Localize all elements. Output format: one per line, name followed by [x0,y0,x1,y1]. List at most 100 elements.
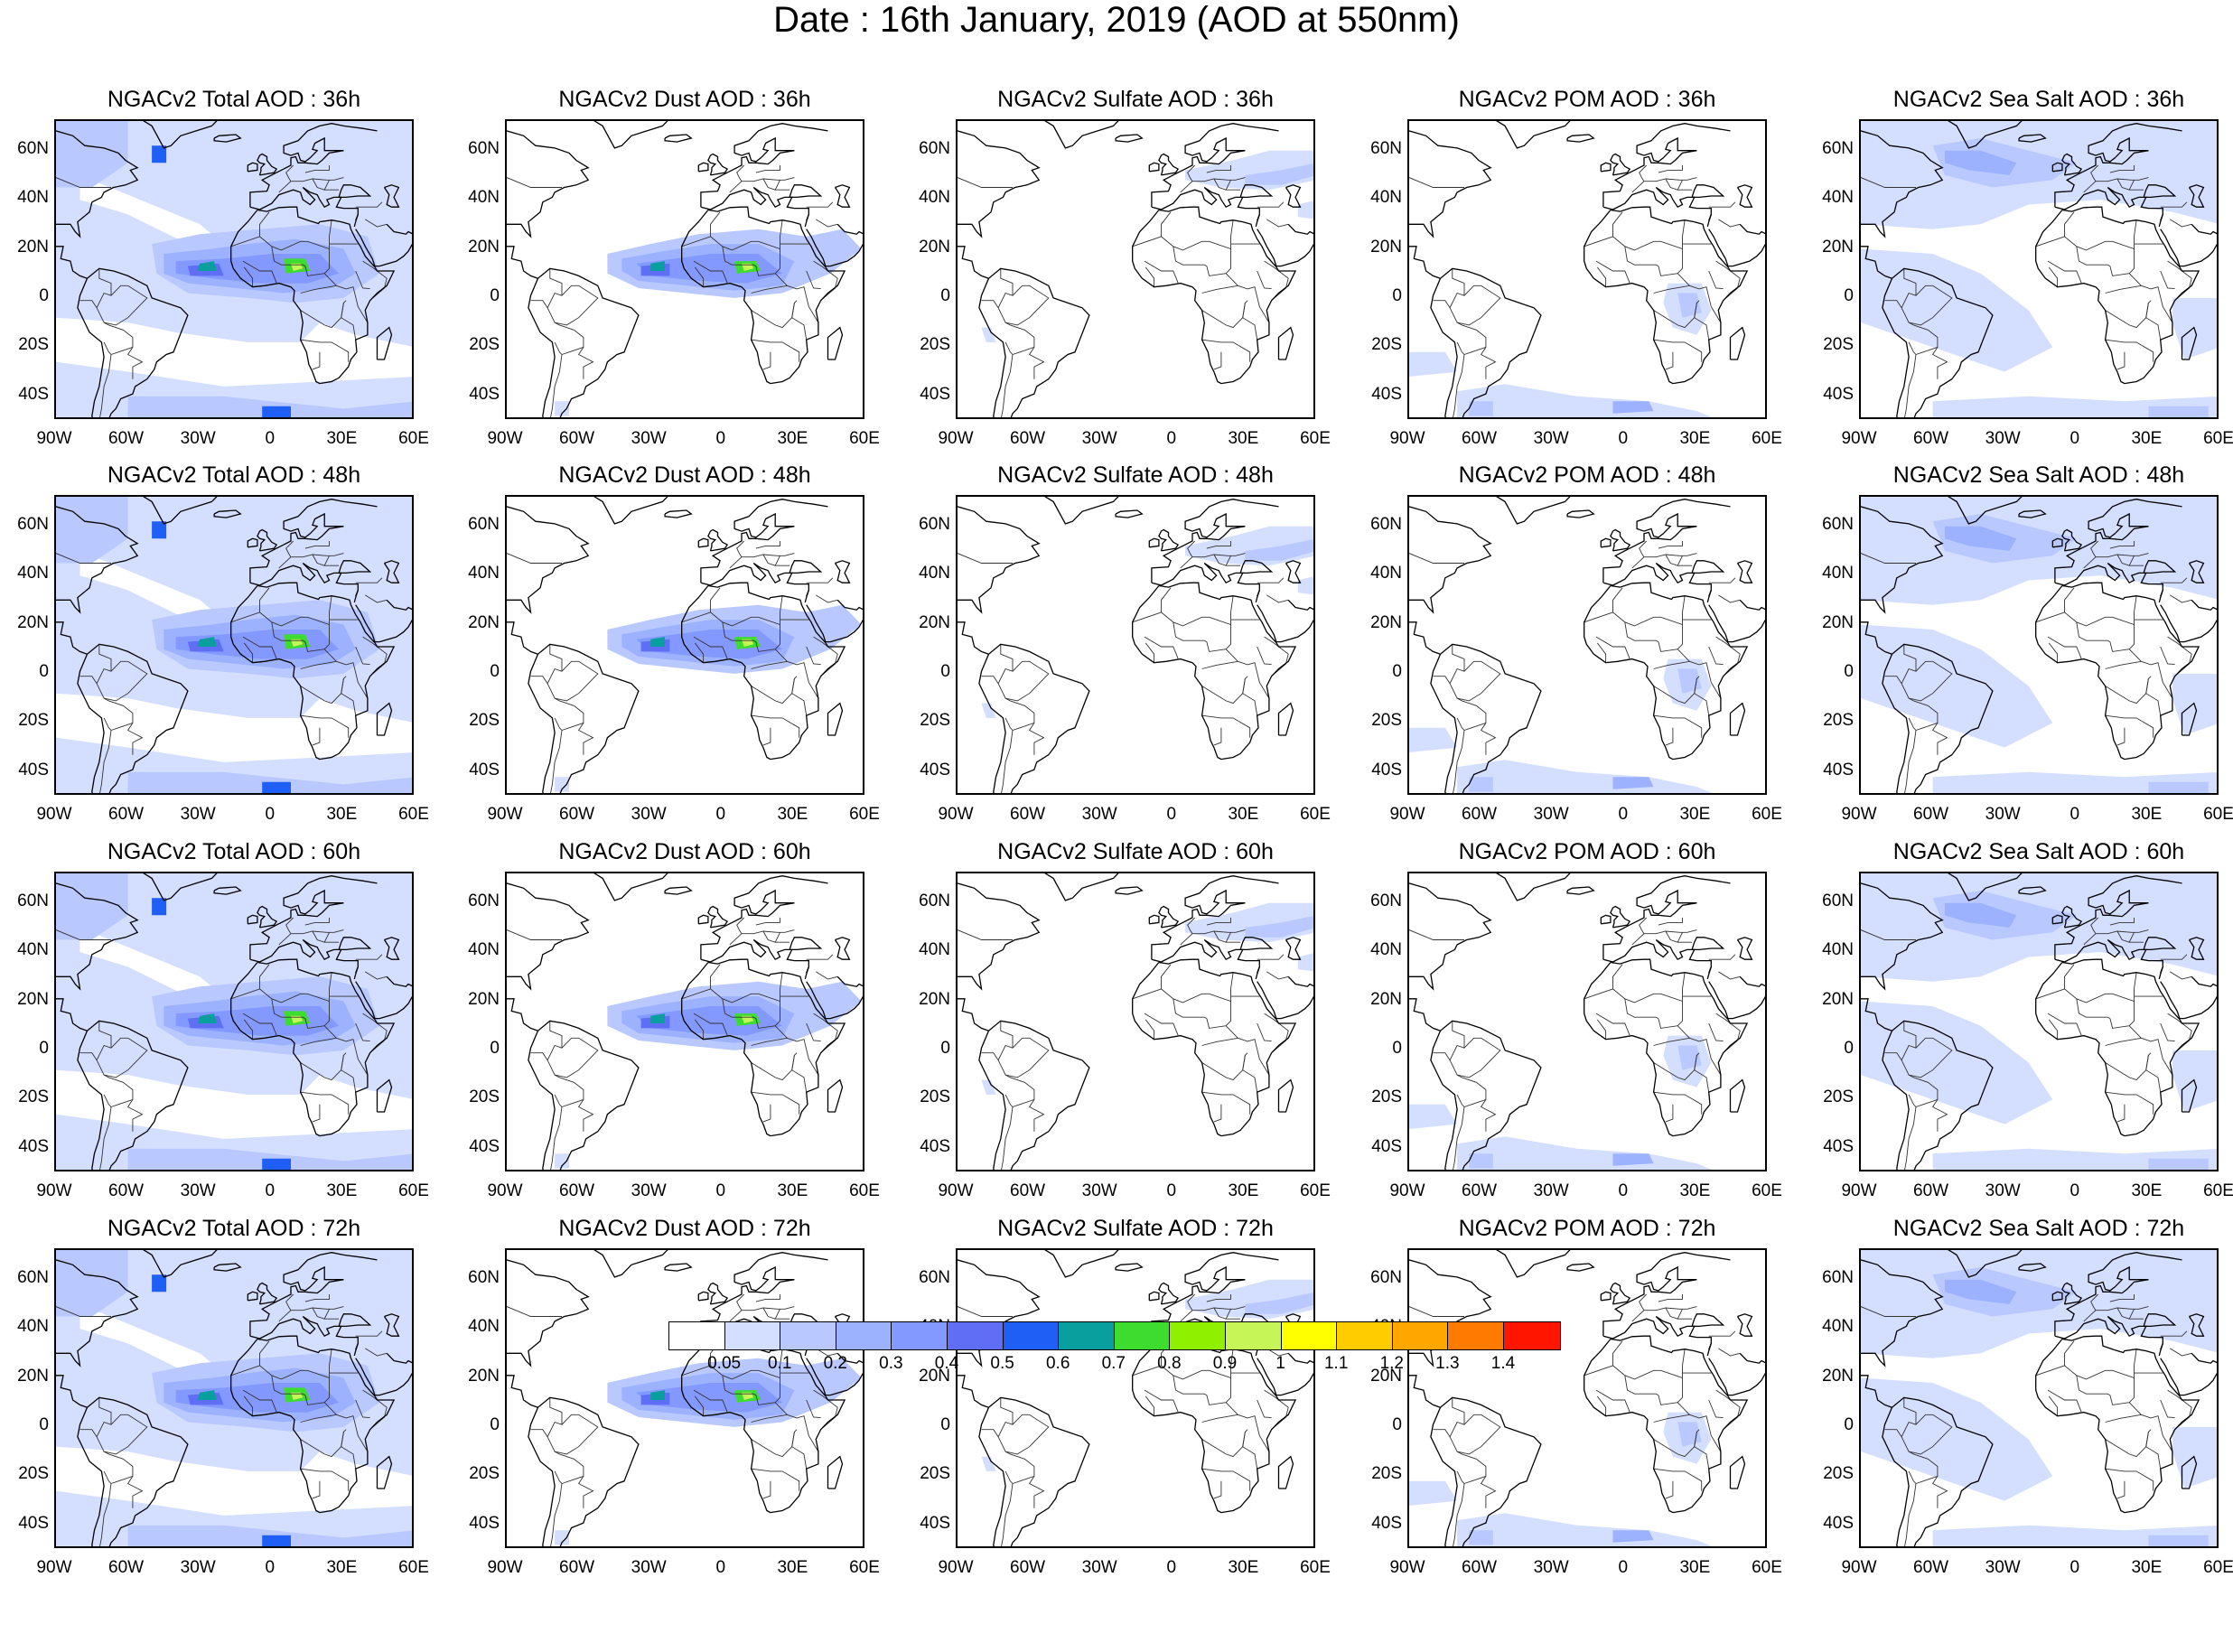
country-border [1266,594,1289,603]
country-border [791,678,808,716]
aod-region [1409,1104,1458,1129]
country-border [755,1395,819,1452]
coastline [1706,1343,1712,1357]
aod-region [1469,1153,1493,1169]
aod-region [981,703,996,718]
country-border [1708,1330,1736,1337]
lon-tick-label: 30E [1679,1558,1711,1577]
aod-region [555,777,569,792]
country-border [304,1294,330,1302]
country-border [1028,723,1045,755]
country-border [2109,541,2135,549]
country-border [554,322,584,355]
country-border [2105,1052,2152,1081]
country-border [312,1307,325,1320]
panel-title: NGACv2 Total AOD : 60h [107,839,361,864]
map-canvas [56,497,412,793]
lon-tick-label: 60W [1462,429,1498,448]
country-border [755,541,780,549]
coastline [988,1396,1090,1546]
panel-title: NGACv2 POM AOD : 72h [1458,1216,1716,1241]
country-border [554,697,584,731]
country-border [365,219,388,228]
coastline [1409,246,1441,279]
country-border [806,1022,821,1042]
country-border [103,697,134,731]
country-border [362,1013,388,1054]
aod-region [197,1013,217,1023]
country-border [96,1414,148,1455]
country-border [323,248,330,275]
coastline [1600,1291,1612,1302]
lat-tick-label: 20S [1823,335,1854,355]
coastline [1736,1313,1753,1337]
lat-tick-label: 20N [1370,1366,1402,1386]
coastline [1257,981,1313,1020]
country-border [323,555,340,566]
country-border [2116,351,2126,370]
lat-tick-label: 0 [1392,1414,1402,1434]
coastline [1602,875,1731,960]
lat-tick-label: 60N [1822,138,1854,158]
lon-tick-label: 0 [715,1558,726,1577]
country-border [1187,164,1196,182]
country-border [323,1001,330,1027]
map-panel-dust [505,495,864,795]
lat-tick-label: 20S [1371,1087,1402,1107]
lon-tick-label: 0 [2069,1181,2080,1200]
map-panel-sulfate [956,495,1315,795]
coastline [77,1406,105,1546]
country-border [2109,641,2173,699]
colorbar-swatch [1225,1322,1282,1349]
coastline [1736,937,1753,960]
country-border [2116,1104,2126,1123]
coastline [1132,582,1297,761]
country-border [1452,1397,1465,1425]
aod-region [56,693,412,762]
country-border [1595,636,1630,659]
country-border [1931,1476,1948,1508]
country-border [2090,1293,2099,1311]
country-border [1908,322,1939,355]
country-border [1213,930,1227,943]
lat-tick-label: 0 [490,661,500,681]
lat-tick-label: 40S [1371,1513,1402,1533]
country-border [1206,641,1270,699]
country-border [2076,1375,2111,1395]
country-border [1653,339,1703,362]
coastline [1115,134,1144,143]
lat-tick-label: 40S [469,1513,500,1533]
coastline [230,206,396,385]
lat-tick-label: 20S [469,335,500,355]
coastline [1151,562,1260,597]
country-border [550,1094,563,1170]
country-border [1903,1021,1917,1049]
country-border [56,929,111,940]
lat-tick-label: 60N [1370,514,1402,534]
lat-tick-label: 60N [1370,138,1402,158]
country-border [550,717,563,793]
coastline [806,1358,863,1396]
aod-region [650,261,666,271]
coastline [507,998,538,1031]
coastline [1151,938,1260,974]
country-border [774,180,790,191]
lat-tick-label: 40S [469,384,500,404]
country-border [1901,1037,1953,1078]
coastline [2191,223,2217,235]
coastline [1257,229,1313,267]
coastline [1257,1358,1313,1396]
country-border [1173,621,1208,642]
aod-region [56,121,128,188]
lon-tick-label: 90W [487,1181,523,1200]
coastline [1151,875,1279,960]
country-border [1658,266,1722,323]
country-border [1596,266,1607,287]
lat-tick-label: 40S [469,760,500,779]
country-border [1001,1470,1014,1546]
lon-tick-label: 90W [36,805,72,824]
coastline [376,326,393,360]
country-border [300,285,337,294]
panel-title: NGACv2 Dust AOD : 72h [558,1216,811,1241]
coastline [507,130,590,238]
